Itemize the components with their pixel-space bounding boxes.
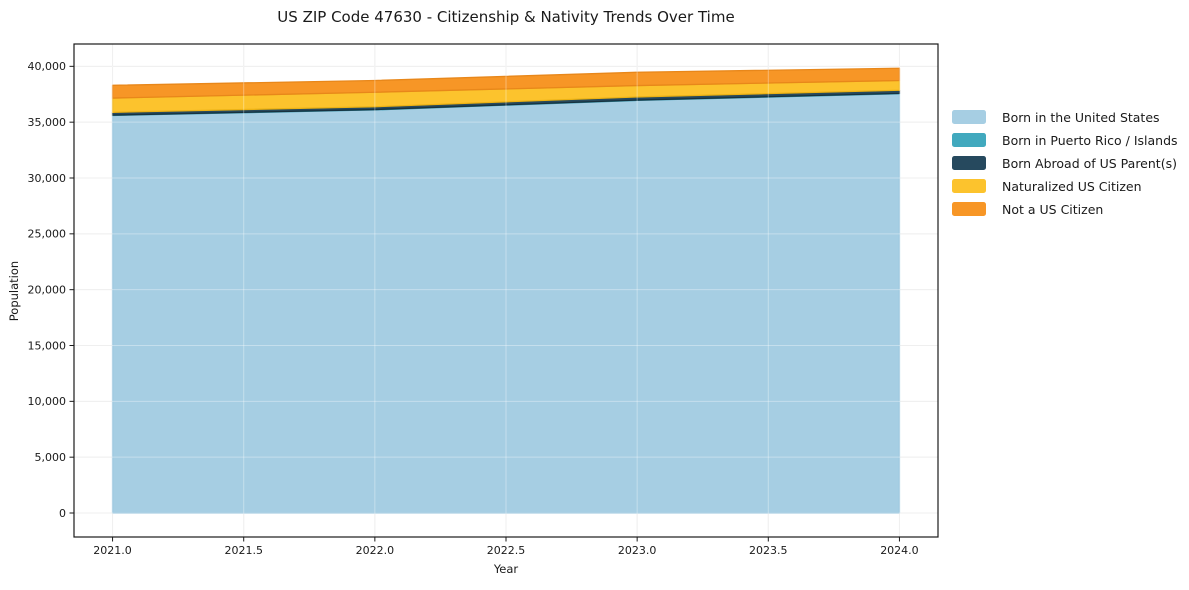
- legend-item-not-a-us-citizen: Not a US Citizen: [952, 201, 1178, 217]
- x-tick-label: 2023.0: [618, 544, 657, 557]
- x-tick-label: 2021.5: [224, 544, 263, 557]
- x-tick-label: 2022.0: [356, 544, 395, 557]
- y-tick-label: 40,000: [28, 60, 67, 73]
- x-axis-label: Year: [493, 562, 519, 576]
- y-tick-label: 15,000: [28, 339, 67, 352]
- y-tick-label: 10,000: [28, 395, 67, 408]
- y-tick-label: 5,000: [35, 451, 67, 464]
- y-tick-label: 35,000: [28, 116, 67, 129]
- x-tick-label: 2023.5: [749, 544, 788, 557]
- legend-swatch-born-in-puerto-rico-islands: [952, 133, 986, 147]
- legend-label: Born in Puerto Rico / Islands: [1002, 132, 1178, 148]
- y-tick-label: 0: [59, 507, 66, 520]
- y-axis-label: Population: [7, 260, 21, 322]
- legend: Born in the United States Born in Puerto …: [952, 109, 1178, 217]
- x-tick-label: 2021.0: [93, 544, 132, 557]
- legend-label: Naturalized US Citizen: [1002, 178, 1142, 194]
- legend-swatch-born-in-the-united-states: [952, 110, 986, 124]
- x-tick-label: 2022.5: [487, 544, 526, 557]
- legend-swatch-naturalized-us-citizen: [952, 179, 986, 193]
- x-tick-label: 2024.0: [880, 544, 919, 557]
- legend-item-naturalized-us-citizen: Naturalized US Citizen: [952, 178, 1178, 194]
- legend-item-born-abroad-of-us-parent-s: Born Abroad of US Parent(s): [952, 155, 1178, 171]
- legend-swatch-not-a-us-citizen: [952, 202, 986, 216]
- legend-label: Born in the United States: [1002, 109, 1160, 125]
- chart-title: US ZIP Code 47630 - Citizenship & Nativi…: [277, 8, 735, 26]
- legend-item-born-in-the-united-states: Born in the United States: [952, 109, 1178, 125]
- legend-label: Not a US Citizen: [1002, 201, 1104, 217]
- y-tick-label: 30,000: [28, 172, 67, 185]
- legend-label: Born Abroad of US Parent(s): [1002, 155, 1177, 171]
- area-not-a-us-citizen: [111, 67, 901, 99]
- y-tick-label: 20,000: [28, 283, 67, 296]
- legend-swatch-born-abroad-of-us-parent-s: [952, 156, 986, 170]
- legend-item-born-in-puerto-rico-islands: Born in Puerto Rico / Islands: [952, 132, 1178, 148]
- y-tick-label: 25,000: [28, 228, 67, 241]
